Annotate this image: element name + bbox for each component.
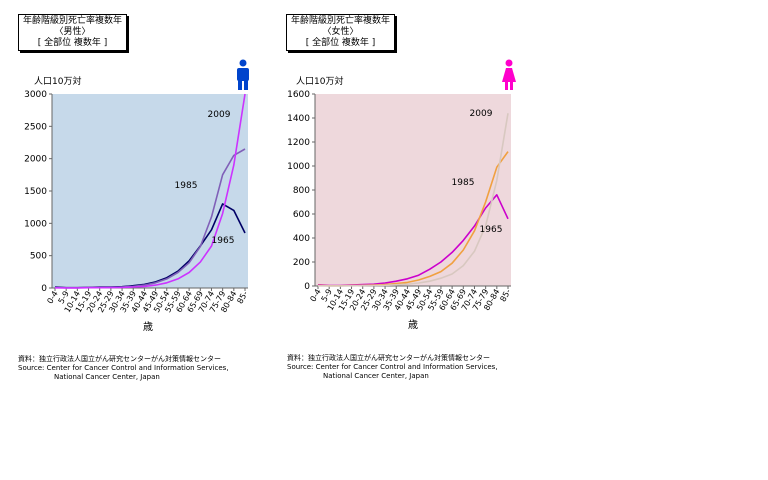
- male-figure-icon-right-leg: [244, 80, 248, 90]
- female-x-axis-label: 歳: [408, 319, 418, 331]
- male-y-tick-label: 2000: [24, 155, 47, 165]
- female-y-tick-label: 1400: [287, 114, 310, 124]
- male-chart-scope: [ 全部位 複数年 ]: [37, 38, 108, 48]
- male-source-line-3: National Cancer Center, Japan: [54, 373, 160, 381]
- male-unit-label: 人口10万対: [34, 77, 82, 87]
- female-source-line-2: Source: Center for Cancer Control and In…: [287, 363, 498, 371]
- male-chart-title: 年齢階級別死亡率複数年: [23, 16, 123, 26]
- female-figure-icon-dress: [502, 68, 516, 82]
- male-annotation-1965: 1965: [212, 236, 235, 246]
- female-chart-scope: [ 全部位 複数年 ]: [305, 38, 376, 48]
- male-figure-icon-left-leg: [238, 80, 242, 90]
- male-annotation-1985: 1985: [175, 181, 198, 191]
- male-annotation-2009: 2009: [208, 110, 231, 120]
- female-annotation-2009: 2009: [470, 109, 493, 119]
- male-y-tick-label: 500: [30, 252, 47, 262]
- female-annotation-1985: 1985: [452, 178, 475, 188]
- male-plot-area: [52, 94, 248, 288]
- female-series-2009-line: [317, 113, 509, 287]
- female-y-tick-label: 1600: [287, 90, 310, 100]
- male-chart-title-box: 年齢階級別死亡率複数年 〈男性〉 [ 全部位 複数年 ]: [18, 14, 128, 51]
- male-x-tick-label: 85-: [235, 289, 249, 305]
- male-source-note: 資料：独立行政法人国立がん研究センターがん対策情報センター Source: Ce…: [18, 355, 229, 382]
- male-y-tick-label: 1000: [24, 219, 47, 229]
- female-x-tick-label: 85-: [498, 287, 512, 303]
- male-y-tick-label: 3000: [24, 90, 47, 100]
- female-figure-icon-left-leg: [505, 82, 508, 90]
- male-y-tick-label: 2500: [24, 122, 47, 132]
- female-chart-title-box: 年齢階級別死亡率複数年 〈女性〉 [ 全部位 複数年 ]: [286, 14, 396, 51]
- female-figure-icon-right-leg: [510, 82, 513, 90]
- female-y-tick-label: 0: [304, 282, 310, 292]
- male-y-tick-label: 0: [41, 284, 47, 294]
- male-series-2009-line: [54, 93, 246, 289]
- female-y-tick-label: 200: [293, 258, 310, 268]
- female-y-tick-label: 1200: [287, 138, 310, 148]
- female-y-tick-label: 600: [293, 210, 310, 220]
- female-plot-area: [315, 94, 511, 286]
- female-y-tick-label: 800: [293, 186, 310, 196]
- male-y-tick-label: 1500: [24, 187, 47, 197]
- female-annotation-1965: 1965: [480, 225, 503, 235]
- female-chart-subtitle: 〈女性〉: [322, 27, 359, 37]
- female-figure-icon-head: [505, 59, 513, 67]
- male-source-line-1: 資料：独立行政法人国立がん研究センターがん対策情報センター: [18, 355, 221, 363]
- male-figure-icon-body: [237, 68, 249, 81]
- female-chart-title: 年齢階級別死亡率複数年: [291, 16, 391, 26]
- male-figure-icon-head: [239, 59, 247, 67]
- male-x-axis-label: 歳: [143, 321, 153, 333]
- female-unit-label: 人口10万対: [296, 77, 344, 87]
- female-y-tick-label: 400: [293, 234, 310, 244]
- female-source-line-1: 資料：独立行政法人国立がん研究センターがん対策情報センター: [287, 354, 490, 362]
- female-source-note: 資料：独立行政法人国立がん研究センターがん対策情報センター Source: Ce…: [287, 354, 498, 381]
- female-y-tick-label: 1000: [287, 162, 310, 172]
- male-source-line-2: Source: Center for Cancer Control and In…: [18, 364, 229, 372]
- male-chart-subtitle: 〈男性〉: [54, 27, 91, 37]
- female-source-line-3: National Cancer Center, Japan: [323, 372, 429, 380]
